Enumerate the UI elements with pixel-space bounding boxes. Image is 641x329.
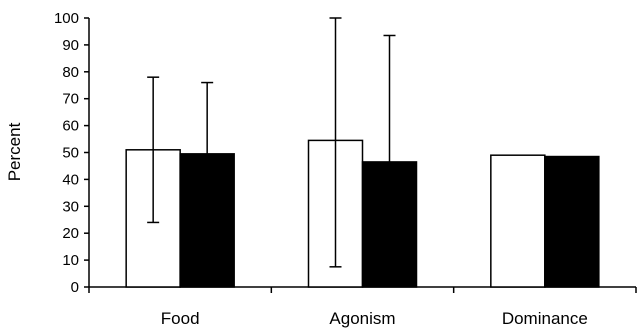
x-category-label: Food (161, 309, 200, 328)
y-tick-label: 50 (62, 145, 79, 162)
bar-series-2 (361, 161, 418, 288)
y-tick-label: 20 (62, 225, 79, 242)
y-tick-label: 30 (62, 198, 79, 215)
x-category-label: Agonism (329, 309, 395, 328)
y-tick-label: 0 (71, 279, 79, 296)
error-bars (147, 17, 396, 268)
bar-series-2 (179, 153, 235, 288)
x-axis: Food Agonism Dominance (88, 286, 637, 328)
y-axis: 0 10 20 30 40 50 60 70 80 90 100 (54, 10, 90, 296)
y-tick-label: 60 (62, 118, 79, 135)
bars (125, 139, 600, 288)
y-tick-label: 100 (54, 10, 79, 27)
y-axis-title: Percent (5, 122, 24, 181)
x-category-label: Dominance (502, 309, 588, 328)
y-tick-label: 90 (62, 37, 79, 54)
y-tick-label: 70 (62, 91, 79, 108)
y-tick-label: 80 (62, 64, 79, 81)
bar-series-1 (490, 154, 546, 288)
y-tick-label: 10 (62, 252, 79, 269)
y-tick-label: 40 (62, 171, 79, 188)
bar-series-2 (544, 155, 600, 288)
